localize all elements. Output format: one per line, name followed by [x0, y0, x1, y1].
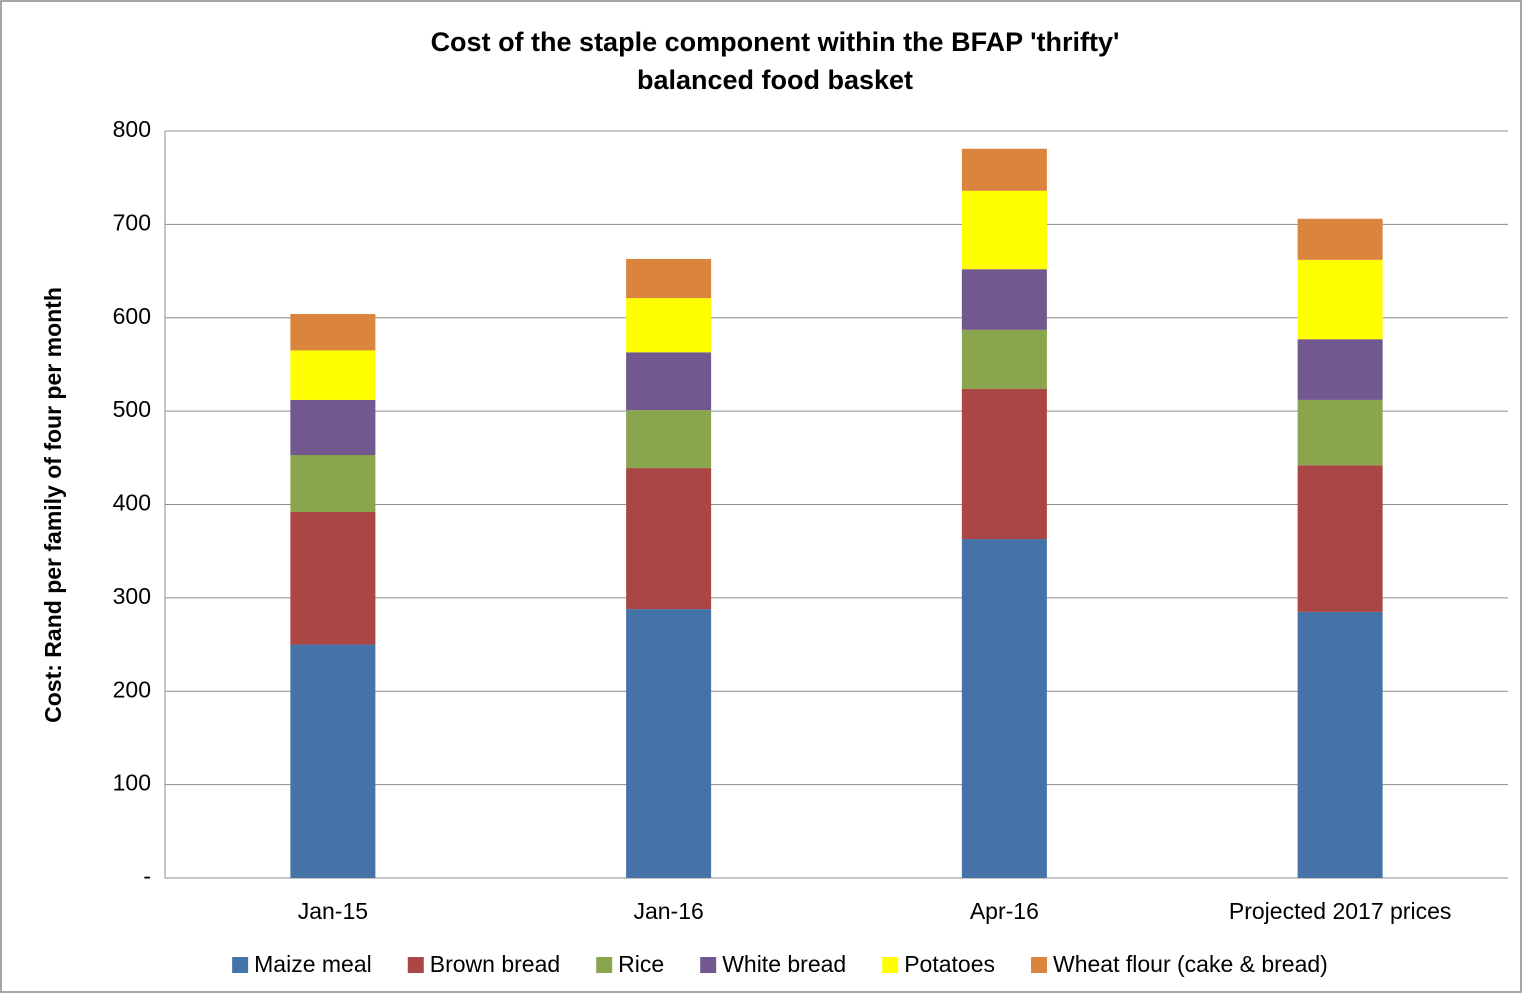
y-tick-label: 800	[113, 116, 151, 142]
bar-segment	[290, 314, 376, 351]
bar-segment	[290, 399, 376, 456]
bar-segment	[1297, 259, 1383, 340]
bar-segment	[961, 539, 1047, 878]
legend-swatch	[596, 957, 613, 973]
legend-label: White bread	[722, 951, 846, 977]
bar-segment	[961, 148, 1047, 191]
bar-segment	[1297, 399, 1383, 466]
legend-swatch	[407, 957, 424, 973]
bar-segment	[290, 350, 376, 400]
bar-segment	[290, 455, 376, 512]
y-tick-label: 100	[113, 770, 151, 796]
bar-segment	[961, 388, 1047, 540]
bar-segment	[290, 511, 376, 645]
bar-segment	[961, 329, 1047, 389]
chart-title: balanced food basket	[637, 65, 913, 95]
bar-segment	[626, 352, 712, 411]
legend-label: Rice	[618, 951, 664, 977]
legend-swatch	[232, 957, 249, 973]
y-tick-label: 700	[113, 209, 151, 235]
legend-swatch	[1031, 957, 1048, 973]
x-tick-label: Projected 2017 prices	[1229, 898, 1451, 924]
bar-segment	[961, 269, 1047, 330]
chart-title: Cost of the staple component within the …	[431, 27, 1120, 57]
y-axis-label: Cost: Rand per family of four per month	[40, 287, 66, 723]
y-tick-label: 500	[113, 396, 151, 422]
bar-segment	[626, 468, 712, 610]
x-tick-label: Jan-16	[633, 898, 703, 924]
bar-segment	[1297, 465, 1383, 612]
legend-swatch	[882, 957, 899, 973]
bar-segment	[626, 410, 712, 469]
bar-segment	[626, 298, 712, 353]
y-tick-label: 600	[113, 303, 151, 329]
bar-segment	[961, 190, 1047, 270]
bar-segment	[626, 258, 712, 299]
legend-label: Maize meal	[254, 951, 372, 977]
bar-segment	[1297, 218, 1383, 260]
y-tick-label: -	[143, 863, 151, 889]
legend-label: Brown bread	[430, 951, 560, 977]
y-tick-label: 200	[113, 676, 151, 702]
x-tick-label: Apr-16	[970, 898, 1039, 924]
bar-segment	[626, 609, 712, 878]
y-tick-label: 300	[113, 583, 151, 609]
x-tick-label: Jan-15	[298, 898, 368, 924]
bar-segment	[1297, 339, 1383, 400]
y-tick-label: 400	[113, 490, 151, 516]
bar-segment	[290, 644, 376, 878]
legend-swatch	[700, 957, 717, 973]
legend-label: Wheat flour (cake & bread)	[1053, 951, 1328, 977]
legend-label: Potatoes	[904, 951, 995, 977]
bar-segment	[1297, 611, 1383, 878]
